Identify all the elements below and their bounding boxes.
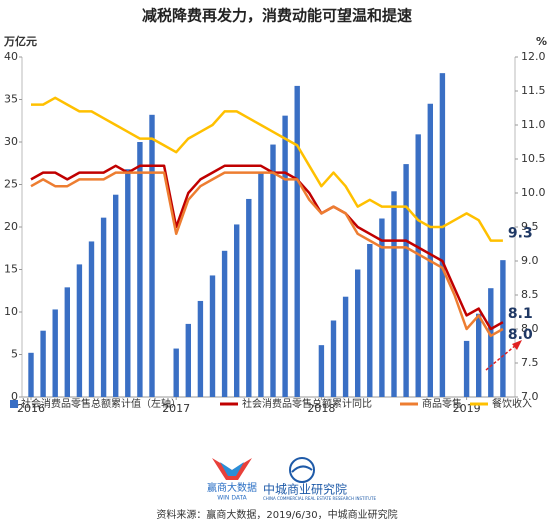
bar (100, 217, 107, 397)
logo-text: 中城商业研究院 (263, 482, 347, 497)
bar (476, 313, 482, 397)
y2-tick-label: 12.0 (521, 50, 546, 63)
bar (149, 114, 155, 398)
bar (197, 300, 204, 397)
bar (330, 320, 337, 397)
bar (137, 142, 143, 397)
y2-tick-label: 9.0 (521, 254, 539, 267)
y-tick-label: 35 (4, 93, 18, 106)
logo-subtext: WIN DATA (217, 495, 247, 502)
y-tick-label: 20 (4, 220, 18, 233)
y-unit: 万亿元 (3, 34, 37, 48)
y2-tick-label: 7.0 (521, 390, 539, 403)
x-tick-label: 2018 (307, 402, 335, 415)
y-tick-label: 10 (4, 305, 18, 318)
bar (488, 288, 494, 397)
logo-mark (220, 462, 244, 476)
bar (258, 173, 264, 397)
legend-swatch (10, 400, 18, 408)
y-tick-label: 30 (4, 135, 18, 148)
bar (76, 264, 83, 397)
bar (282, 115, 288, 398)
chart-title: 减税降费再发力，消费动能可望温和提速 (142, 7, 412, 25)
bar (270, 144, 276, 397)
logo-mark (289, 457, 315, 483)
legend-label: 社会消费品零售总额累计值（左轴） (21, 397, 181, 410)
y-tick-label: 15 (4, 263, 18, 276)
bar (64, 287, 70, 397)
logo-subtext: CHINA COMMERCIAL REAL ESTATE RESEARCH IN… (263, 496, 376, 501)
y-tick-label: 5 (11, 348, 18, 361)
source: 资料来源：赢商大数据，2019/6/30，中城商业研究院 (156, 508, 397, 521)
bar (234, 224, 240, 397)
bar (379, 218, 385, 397)
bar (439, 73, 446, 398)
bar (294, 85, 300, 398)
value-label: 9.3 (508, 226, 533, 242)
bar (28, 352, 34, 397)
line (30, 164, 504, 331)
bar (246, 198, 252, 397)
y-tick-label: 25 (4, 178, 18, 191)
logo-winsdata: 赢商大数据 WIN DATA (207, 458, 257, 502)
bar (88, 241, 95, 397)
line (30, 171, 504, 338)
y-tick-label: 0 (11, 390, 18, 403)
bar (40, 330, 46, 397)
bar (342, 296, 349, 397)
y2-tick-label: 7.5 (521, 356, 539, 369)
y-tick-label: 40 (4, 50, 18, 63)
bar (463, 340, 470, 397)
bar (52, 309, 58, 397)
line (31, 96, 503, 242)
bar (173, 348, 179, 397)
y2-tick-label: 8.5 (521, 288, 539, 301)
value-label: 8.1 (508, 306, 533, 322)
x-tick-label: 2017 (162, 402, 190, 415)
bar (113, 194, 119, 397)
bar (391, 191, 397, 397)
logo-zhongcheng: 中城商业研究院 CHINA COMMERCIAL REAL ESTATE RES… (263, 457, 376, 501)
legend-label: 商品零售 (422, 397, 462, 410)
bar (415, 134, 421, 397)
y2-tick-label: 11.0 (521, 118, 546, 131)
bar (221, 250, 228, 397)
bar (427, 103, 433, 397)
trend-arrow (485, 344, 517, 371)
logo-mark (212, 458, 252, 480)
bar (125, 169, 131, 397)
x-tick-label: 2016 (17, 402, 45, 415)
y2-tick-label: 8.0 (521, 322, 539, 335)
logo-mark (291, 465, 313, 473)
bar (500, 260, 506, 397)
y2-tick-label: 11.5 (521, 84, 546, 97)
bar (403, 164, 409, 397)
bar (185, 323, 191, 397)
trend-arrow-head (512, 340, 522, 350)
bar (318, 345, 325, 397)
bar (209, 275, 216, 397)
legend-label: 社会消费品零售总额累计同比 (242, 397, 372, 410)
y2-tick-label: 9.5 (521, 220, 539, 233)
bar (367, 244, 373, 397)
legend-label: 餐饮收入 (492, 397, 532, 410)
plot-area: 0 5 10 15 20 25 30 35 40 7.0 7.5 8.0 8.5 9.0 9.5 10.0 10… (4, 50, 546, 415)
value-label: 8.0 (508, 327, 533, 343)
y2-unit: % (536, 35, 547, 48)
bar (355, 269, 361, 397)
logo-text: 赢商大数据 (207, 481, 257, 494)
y2-tick-label: 10.0 (521, 186, 546, 199)
y2-tick-label: 10.5 (521, 152, 546, 165)
